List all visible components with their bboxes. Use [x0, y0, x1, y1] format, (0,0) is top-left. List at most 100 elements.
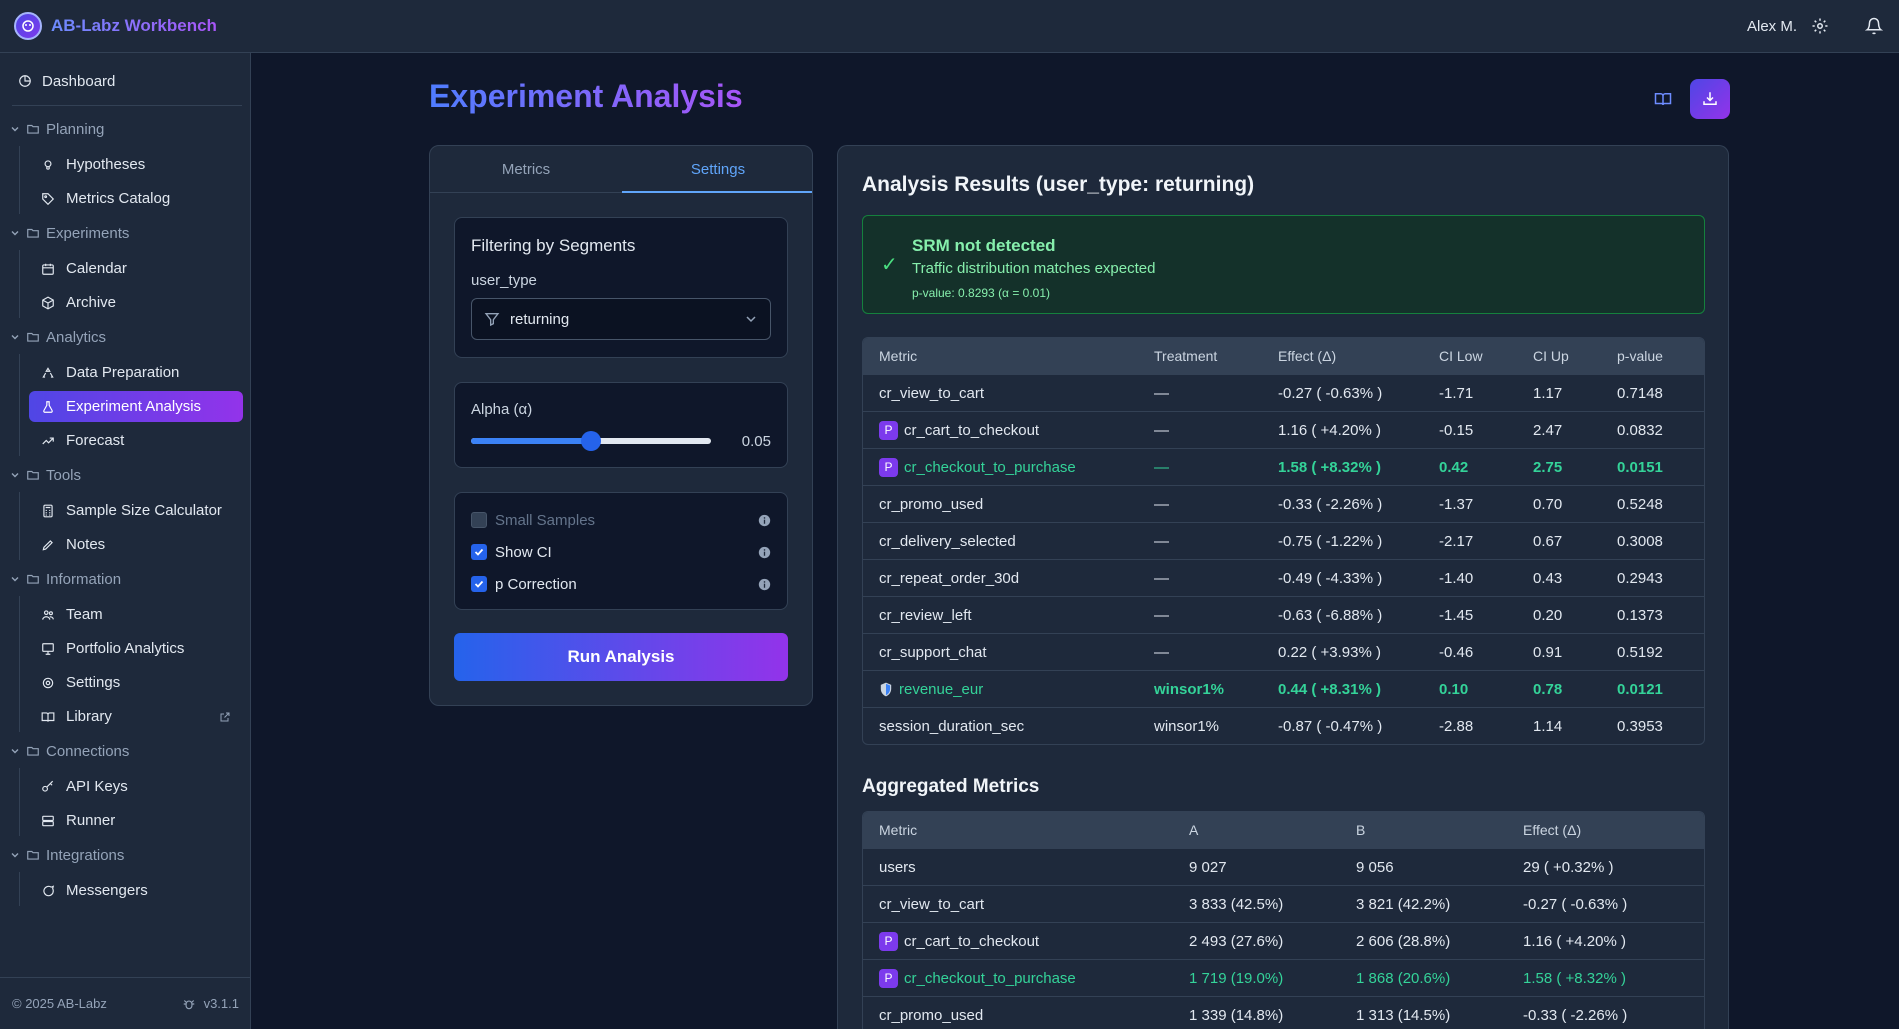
group-connections[interactable]: Connections [10, 738, 240, 764]
primary-badge: P [879, 931, 898, 951]
sidebar-item-api-keys[interactable]: API Keys [29, 771, 243, 802]
sidebar-item-notes[interactable]: Notes [29, 529, 243, 560]
gear-icon[interactable] [1809, 15, 1831, 37]
divider [12, 105, 242, 106]
sidebar-item-experiment-analysis[interactable]: Experiment Analysis [29, 391, 243, 422]
bell-icon[interactable] [1863, 15, 1885, 37]
brand[interactable]: AB-Labz Workbench [14, 12, 217, 40]
segment-select[interactable]: returning [471, 298, 771, 340]
sidebar-item-sample-size-calculator[interactable]: Sample Size Calculator [29, 495, 243, 526]
sidebar-item-hypotheses[interactable]: Hypotheses [29, 149, 243, 180]
slider-fill [471, 438, 591, 444]
cell-value: -1.45 [1439, 606, 1474, 624]
group-label: Tools [46, 466, 82, 484]
sidebar-item-calendar[interactable]: Calendar [29, 253, 243, 284]
sidebar-item-archive[interactable]: Archive [29, 287, 243, 318]
sidebar-item-label: Portfolio Analytics [66, 640, 185, 657]
recycle-icon [41, 366, 55, 380]
checkbox-checked[interactable] [471, 576, 487, 592]
chevron-down-icon [10, 124, 20, 134]
group-label: Analytics [46, 328, 107, 346]
slider-thumb[interactable] [581, 431, 601, 451]
sidebar-item-data-preparation[interactable]: Data Preparation [29, 357, 243, 388]
box-icon [41, 295, 55, 310]
group-label: Planning [46, 120, 105, 138]
tab-bar: Metrics Settings [430, 146, 812, 193]
group-integrations[interactable]: Integrations [10, 842, 240, 868]
cell-value: 1 868 (20.6%) [1356, 969, 1451, 987]
cell-value: 1 313 (14.5%) [1356, 1006, 1451, 1024]
column-header[interactable]: Effect (Δ) [1523, 822, 1582, 838]
table-row[interactable]: cr_repeat_order_30d — -0.49 ( -4.33% ) -1.4… [863, 559, 1704, 596]
select-value: returning [510, 310, 570, 328]
sidebar-item-label: Library [66, 708, 112, 725]
column-header[interactable]: A [1189, 822, 1199, 838]
cell-value: — [1154, 495, 1169, 513]
table-row[interactable]: cr_delivery_selected — -0.75 ( -1.22% ) -2.… [863, 522, 1704, 559]
column-header[interactable]: Effect (Δ) [1278, 348, 1337, 364]
sidebar-item-team[interactable]: Team [29, 599, 243, 630]
metric-name: cr_review_left [879, 606, 972, 624]
sidebar-item-metrics-catalog[interactable]: Metrics Catalog [29, 183, 243, 214]
table-row[interactable]: cr_promo_used 1 339 (14.8%) 1 313 (14.5%) -… [863, 996, 1704, 1029]
metric-name: cr_support_chat [879, 643, 987, 661]
cell-value: 0.20 [1533, 606, 1563, 624]
bug-icon[interactable] [182, 997, 196, 1011]
sidebar-item-portfolio-analytics[interactable]: Portfolio Analytics [29, 633, 243, 664]
column-header[interactable]: Metric [879, 348, 918, 364]
cell-value: 0.10 [1439, 680, 1469, 698]
cell-value: — [1154, 643, 1169, 661]
tab-metrics[interactable]: Metrics [501, 160, 551, 178]
table-row[interactable]: cr_view_to_cart 3 833 (42.5%) 3 821 (42.2%… [863, 885, 1704, 922]
sidebar-item-settings[interactable]: Settings [29, 667, 243, 698]
column-header[interactable]: Treatment [1154, 348, 1218, 364]
cell-value: 0.1373 [1617, 606, 1663, 624]
group-tools[interactable]: Tools [10, 462, 240, 488]
checkbox-unchecked[interactable] [471, 512, 487, 528]
group-experiments[interactable]: Experiments [10, 220, 240, 246]
user-name[interactable]: Alex M. [1746, 17, 1797, 35]
sidebar-item-forecast[interactable]: Forecast [29, 425, 243, 456]
column-header[interactable]: CI Low [1439, 348, 1483, 364]
alpha-slider[interactable] [471, 431, 711, 451]
primary-badge: P [879, 457, 898, 477]
export-button[interactable] [1690, 79, 1730, 119]
docs-button[interactable] [1643, 79, 1683, 119]
info-icon[interactable] [758, 546, 771, 559]
group-information[interactable]: Information [10, 566, 240, 592]
table-row[interactable]: users 9 027 9 056 29 ( +0.32% ) [863, 848, 1704, 885]
table-row[interactable]: cr_promo_used — -0.33 ( -2.26% ) -1.37 0.70 0… [863, 485, 1704, 522]
table-row[interactable]: cr_view_to_cart — -0.27 ( -0.63% ) -1.71 1.1… [863, 374, 1704, 411]
table-row[interactable]: session_duration_sec winsor1% -0.87 ( -0.4… [863, 707, 1704, 744]
tree-line [19, 768, 20, 836]
option-show-ci[interactable]: Show CI [471, 541, 771, 563]
checkbox-checked[interactable] [471, 544, 487, 560]
option-p-correction[interactable]: p Correction [471, 573, 771, 595]
tab-settings[interactable]: Settings [622, 146, 812, 193]
group-label: Connections [46, 742, 130, 760]
group-analytics[interactable]: Analytics [10, 324, 240, 350]
run-analysis-button[interactable]: Run Analysis [454, 633, 788, 681]
option-small-samples[interactable]: Small Samples [471, 509, 771, 531]
group-planning[interactable]: Planning [10, 116, 240, 142]
column-header[interactable]: CI Up [1533, 348, 1569, 364]
table-row[interactable]: cr_support_chat — 0.22 ( +3.93% ) -0.46 0.91… [863, 633, 1704, 670]
sidebar-footer: © 2025 AB-Labz v3.1.1 [0, 977, 251, 1029]
info-icon[interactable] [758, 514, 771, 527]
table-row[interactable]: revenue_eur winsor1% 0.44 ( +8.31% ) 0.10 0.… [863, 670, 1704, 707]
info-icon[interactable] [758, 578, 771, 591]
column-header[interactable]: p-value [1617, 348, 1663, 364]
sidebar-item-library[interactable]: Library [29, 701, 243, 732]
sidebar-item-messengers[interactable]: Messengers [29, 875, 243, 906]
table-row[interactable]: cr_review_left — -0.63 ( -6.88% ) -1.45 0.20… [863, 596, 1704, 633]
column-header[interactable]: Metric [879, 822, 918, 838]
sidebar-item-dashboard[interactable]: Dashboard [12, 65, 242, 97]
sidebar-item-runner[interactable]: Runner [29, 805, 243, 836]
aggregated-title: Aggregated Metrics [862, 776, 1040, 797]
column-header[interactable]: B [1356, 822, 1366, 838]
filter-field-label: user_type [471, 272, 537, 289]
